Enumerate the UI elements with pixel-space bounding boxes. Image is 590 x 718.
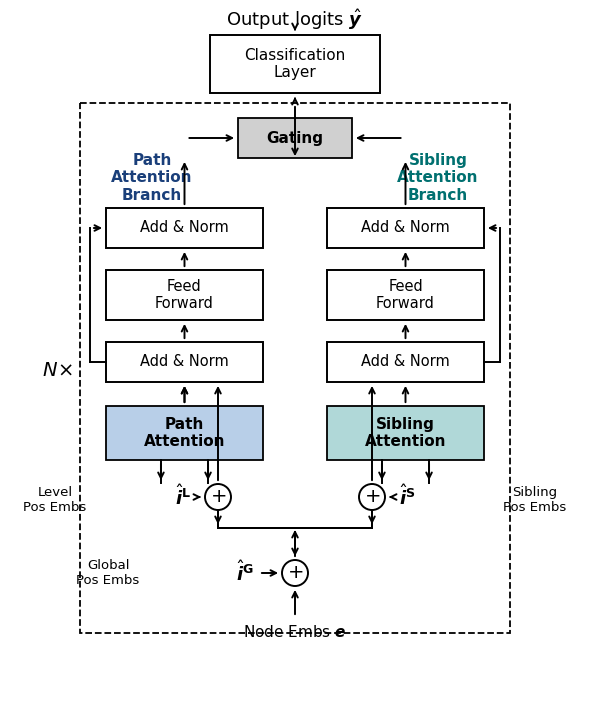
Circle shape — [282, 560, 308, 586]
Text: Add & Norm: Add & Norm — [140, 220, 229, 236]
Text: Gating: Gating — [267, 131, 323, 146]
Bar — [106, 342, 263, 382]
Bar — [80, 103, 510, 633]
Text: Sibling
Pos Embs: Sibling Pos Embs — [503, 486, 566, 514]
Text: Add & Norm: Add & Norm — [140, 355, 229, 370]
Bar — [327, 270, 484, 320]
Text: Sibling
Attention: Sibling Attention — [365, 417, 446, 449]
Text: Add & Norm: Add & Norm — [361, 355, 450, 370]
Text: Classification
Layer: Classification Layer — [244, 48, 346, 80]
Text: $+$: $+$ — [287, 564, 303, 582]
Text: Path
Attention: Path Attention — [144, 417, 225, 449]
Bar — [106, 406, 263, 460]
Bar — [106, 270, 263, 320]
Text: Add & Norm: Add & Norm — [361, 220, 450, 236]
Bar — [210, 35, 380, 93]
Text: $+$: $+$ — [364, 488, 380, 506]
Text: Feed
Forward: Feed Forward — [376, 279, 435, 311]
Text: $\hat{\boldsymbol{i}}^{\mathbf{G}}$: $\hat{\boldsymbol{i}}^{\mathbf{G}}$ — [236, 561, 254, 585]
Text: Level
Pos Embs: Level Pos Embs — [24, 486, 87, 514]
Text: $N\!\times$: $N\!\times$ — [41, 360, 73, 380]
Text: Sibling
Attention
Branch: Sibling Attention Branch — [397, 153, 478, 203]
Text: $\hat{\boldsymbol{i}}^{\mathbf{L}}$: $\hat{\boldsymbol{i}}^{\mathbf{L}}$ — [175, 485, 191, 509]
Bar — [327, 406, 484, 460]
Bar — [106, 208, 263, 248]
Circle shape — [205, 484, 231, 510]
Text: Path
Attention
Branch: Path Attention Branch — [112, 153, 193, 203]
Text: Output logits $\hat{\boldsymbol{y}}$: Output logits $\hat{\boldsymbol{y}}$ — [227, 8, 363, 32]
Text: Node Embs $\boldsymbol{e}$: Node Embs $\boldsymbol{e}$ — [243, 624, 347, 640]
Bar — [327, 342, 484, 382]
Circle shape — [359, 484, 385, 510]
Bar — [327, 208, 484, 248]
Text: $+$: $+$ — [210, 488, 226, 506]
Bar — [238, 118, 352, 158]
Text: Global
Pos Embs: Global Pos Embs — [76, 559, 140, 587]
Text: Feed
Forward: Feed Forward — [155, 279, 214, 311]
Text: $\hat{\boldsymbol{i}}^{\mathbf{S}}$: $\hat{\boldsymbol{i}}^{\mathbf{S}}$ — [399, 485, 415, 509]
